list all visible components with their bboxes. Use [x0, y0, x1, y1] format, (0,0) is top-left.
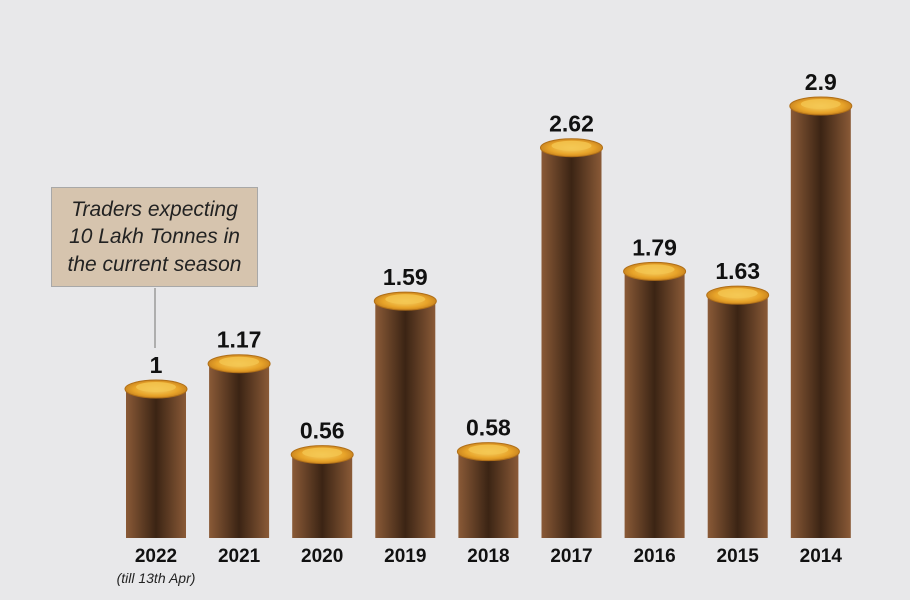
bar-2018	[458, 451, 519, 538]
bar-2022	[126, 389, 186, 538]
value-label-2015: 1.63	[715, 258, 760, 284]
annotation-text: Traders expecting 10 Lakh Tonnes in the …	[67, 198, 242, 276]
grain-highlight-2019	[385, 294, 426, 305]
grain-highlight-2014	[800, 99, 841, 109]
category-label-2017: 2017	[550, 546, 592, 567]
bar-2014	[790, 106, 851, 538]
category-label-2022: 2022	[135, 546, 177, 567]
value-label-2022: 1	[150, 352, 163, 378]
value-label-2021: 1.17	[217, 327, 262, 353]
annotation-callout: Traders expecting 10 Lakh Tonnes in the …	[51, 187, 258, 287]
category-label-2015: 2015	[717, 546, 760, 567]
grain-highlight-2020	[302, 447, 343, 458]
grain-highlight-2017	[551, 140, 592, 151]
bar-2015	[707, 295, 768, 538]
bar-2016	[624, 271, 685, 538]
bar-2021	[209, 363, 270, 538]
category-label-2021: 2021	[218, 546, 261, 567]
value-label-2016: 1.79	[632, 234, 677, 260]
grain-highlight-2015	[717, 288, 758, 299]
category-label-2018: 2018	[467, 546, 509, 567]
grain-highlight-2018	[468, 444, 509, 455]
bar-2019	[375, 301, 436, 538]
category-subtitle-2022: (till 13th Apr)	[117, 570, 196, 586]
category-label-2016: 2016	[633, 546, 675, 567]
value-label-2019: 1.59	[383, 264, 428, 290]
value-label-2014: 2.9	[805, 69, 837, 95]
grain-highlight-2022	[136, 382, 176, 393]
grain-highlight-2021	[219, 356, 260, 367]
category-label-2019: 2019	[384, 546, 426, 567]
value-label-2018: 0.58	[466, 415, 511, 441]
bar-2017	[541, 147, 602, 539]
category-label-2014: 2014	[800, 546, 843, 567]
category-label-2020: 2020	[301, 546, 343, 567]
value-label-2017: 2.62	[549, 111, 594, 137]
grain-highlight-2016	[634, 264, 675, 275]
value-label-2020: 0.56	[300, 418, 345, 444]
bar-2020	[292, 454, 353, 538]
